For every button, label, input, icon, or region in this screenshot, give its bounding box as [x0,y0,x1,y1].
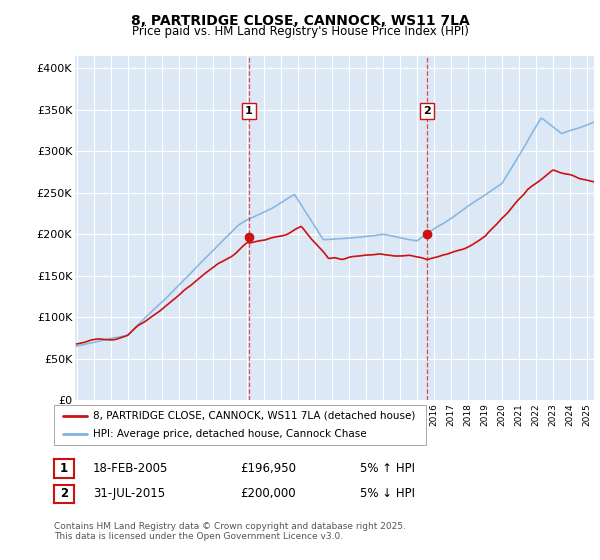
Text: 2: 2 [60,487,68,501]
Text: 8, PARTRIDGE CLOSE, CANNOCK, WS11 7LA: 8, PARTRIDGE CLOSE, CANNOCK, WS11 7LA [131,14,469,28]
Text: 31-JUL-2015: 31-JUL-2015 [93,487,165,501]
Text: HPI: Average price, detached house, Cannock Chase: HPI: Average price, detached house, Cann… [93,430,367,439]
Text: £196,950: £196,950 [240,462,296,475]
Text: 1: 1 [60,462,68,475]
Text: Price paid vs. HM Land Registry's House Price Index (HPI): Price paid vs. HM Land Registry's House … [131,25,469,38]
Text: 5% ↓ HPI: 5% ↓ HPI [360,487,415,501]
Text: 8, PARTRIDGE CLOSE, CANNOCK, WS11 7LA (detached house): 8, PARTRIDGE CLOSE, CANNOCK, WS11 7LA (d… [93,411,415,421]
Text: 5% ↑ HPI: 5% ↑ HPI [360,462,415,475]
Text: 18-FEB-2005: 18-FEB-2005 [93,462,169,475]
Text: 1: 1 [245,106,253,116]
Text: 2: 2 [423,106,431,116]
Text: £200,000: £200,000 [240,487,296,501]
Text: Contains HM Land Registry data © Crown copyright and database right 2025.
This d: Contains HM Land Registry data © Crown c… [54,522,406,542]
